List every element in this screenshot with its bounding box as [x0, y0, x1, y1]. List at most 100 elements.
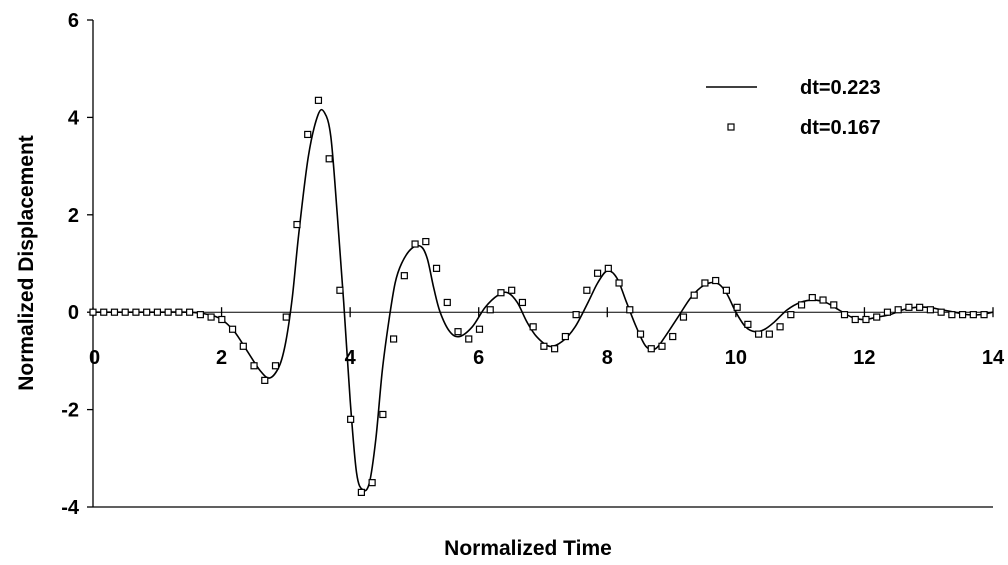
- marker-point: [196, 311, 204, 319]
- marker-point: [186, 308, 194, 316]
- marker-point: [432, 264, 441, 272]
- legend: dt=0.223 dt=0.167: [706, 77, 881, 139]
- marker-point: [89, 308, 97, 316]
- legend-label-line: dt=0.223: [800, 77, 881, 99]
- marker-point: [658, 342, 666, 350]
- marker-point: [207, 313, 215, 321]
- marker-point: [518, 298, 527, 307]
- x-tick-label: 0: [89, 347, 100, 369]
- marker-point: [679, 313, 688, 321]
- marker-point: [508, 286, 516, 294]
- marker-point: [422, 237, 430, 246]
- marker-point: [540, 342, 548, 350]
- marker-point: [390, 335, 398, 343]
- marker-point: [143, 308, 151, 316]
- marker-point: [797, 301, 806, 309]
- marker-point: [647, 345, 655, 353]
- marker-point: [604, 264, 612, 272]
- marker-point: [121, 308, 129, 316]
- y-tick-label: -4: [61, 497, 80, 519]
- marker-point: [969, 311, 977, 319]
- marker-point: [948, 311, 956, 319]
- x-tick-label: 8: [602, 347, 613, 369]
- marker-point: [862, 315, 870, 324]
- marker-point: [293, 220, 301, 229]
- y-tick-label: -2: [61, 400, 79, 422]
- marker-point: [325, 155, 333, 163]
- marker-point: [669, 332, 677, 341]
- marker-point: [379, 410, 387, 419]
- marker-point: [282, 313, 290, 321]
- y-tick-label: 2: [68, 205, 79, 227]
- marker-point: [110, 308, 119, 316]
- marker-point: [787, 311, 795, 319]
- marker-point: [615, 279, 623, 287]
- x-tick-label: 10: [725, 347, 747, 369]
- x-tick-label: 6: [473, 347, 484, 369]
- y-axis-title: Normalized Displacement: [15, 135, 38, 391]
- marker-point: [475, 325, 484, 333]
- x-tick-label: 2: [216, 347, 227, 369]
- marker-point: [926, 306, 934, 314]
- marker-point: [561, 332, 569, 341]
- y-tick-label: 6: [68, 10, 79, 32]
- series-line-group: [93, 108, 994, 492]
- marker-point: [626, 306, 634, 314]
- marker-point: [905, 303, 913, 311]
- marker-point: [228, 325, 237, 333]
- marker-point: [239, 342, 247, 350]
- marker-point: [722, 286, 731, 294]
- marker-point: [572, 311, 580, 319]
- marker-point: [733, 303, 741, 311]
- marker-point: [218, 315, 226, 324]
- marker-point: [551, 345, 559, 353]
- marker-point: [164, 308, 172, 316]
- marker-point: [400, 272, 408, 280]
- marker-point: [593, 269, 602, 277]
- marker-point: [937, 308, 945, 316]
- marker-point: [980, 311, 988, 319]
- marker-point: [465, 335, 473, 343]
- marker-point: [250, 362, 258, 370]
- y-tick-label: 0: [68, 302, 79, 324]
- marker-point: [755, 330, 763, 338]
- marker-point: [336, 286, 344, 294]
- marker-point: [830, 301, 838, 309]
- series-line-dt-0223: [93, 108, 994, 492]
- marker-point: [347, 415, 355, 423]
- y-ticks: -4 -2 0 2 4 6: [61, 10, 93, 519]
- x-tick-label: 14: [982, 347, 1005, 369]
- marker-point: [411, 240, 419, 248]
- marker-point: [583, 286, 591, 294]
- marker-point: [744, 320, 752, 328]
- marker-point: [690, 291, 698, 299]
- legend-label-markers: dt=0.167: [800, 117, 881, 139]
- marker-point: [443, 298, 451, 307]
- plot-area: [93, 20, 993, 507]
- marker-point: [808, 293, 816, 302]
- marker-point: [314, 96, 323, 104]
- marker-point: [883, 308, 892, 316]
- marker-point: [873, 313, 881, 321]
- marker-point: [454, 328, 462, 336]
- marker-point: [712, 276, 720, 285]
- legend-square-symbol: [727, 123, 735, 131]
- marker-point: [529, 323, 537, 331]
- y-tick-label: 4: [68, 107, 80, 129]
- marker-point: [271, 362, 280, 370]
- marker-point: [132, 308, 140, 316]
- x-tick-label: 12: [853, 347, 875, 369]
- marker-point: [100, 308, 108, 316]
- series-markers-group: [89, 96, 988, 496]
- marker-point: [851, 315, 859, 324]
- marker-point: [261, 376, 269, 384]
- marker-point: [958, 311, 967, 319]
- marker-point: [497, 289, 505, 297]
- marker-point: [776, 323, 784, 331]
- marker-point: [765, 330, 773, 338]
- x-axis-title: Normalized Time: [444, 537, 612, 560]
- marker-point: [840, 311, 849, 319]
- marker-point: [701, 279, 709, 287]
- marker-point: [819, 296, 827, 304]
